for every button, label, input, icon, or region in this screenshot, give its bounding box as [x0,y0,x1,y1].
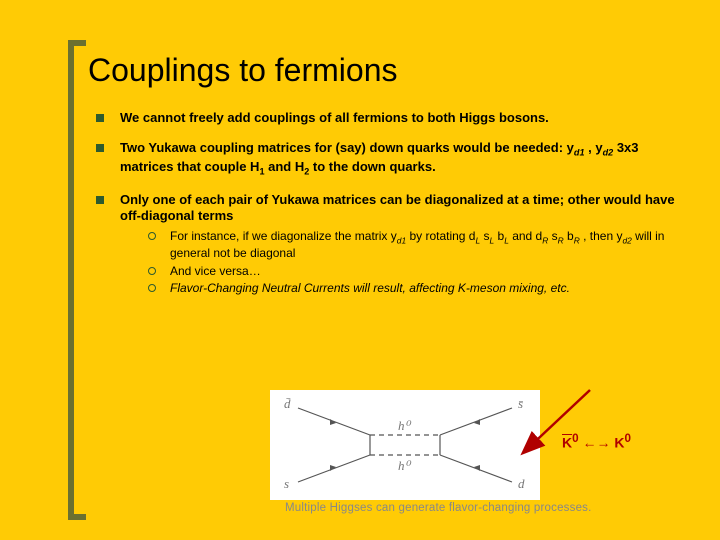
sub-text: And vice versa… [170,264,261,280]
text-fragment: For instance, if we diagonalize the matr… [170,229,397,243]
diagram-label-h0: h⁰ [398,418,412,433]
bullet-text: Two Yukawa coupling matrices for (say) d… [120,140,686,178]
diagram-label-dbar: d̄ [284,396,291,411]
text-fragment: b [494,229,504,243]
sub-item: And vice versa… [148,264,686,280]
bullet-square-icon [96,196,104,204]
k-bar: K [562,435,572,451]
k: K [614,435,624,451]
bullet-item: We cannot freely add couplings of all fe… [96,110,686,126]
arrows-text: ←→ [579,435,615,451]
text-fragment: to the down quarks. [309,159,435,174]
text-fragment: and d [509,229,542,243]
text-fragment: s [548,229,557,243]
bracket-bottom [68,514,86,520]
page-title: Couplings to fermions [88,52,397,89]
sub-text: For instance, if we diagonalize the matr… [170,229,686,262]
text-fragment: and H [265,159,305,174]
diagram-svg: d̄ s s̄ d h⁰ h⁰ [270,390,540,500]
bullet-circle-icon [148,267,156,275]
text-fragment: , then y [580,229,623,243]
text-fragment: , y [585,140,603,155]
subscript: d2 [603,148,614,158]
subscript: d2 [622,235,631,245]
title-bracket [68,40,86,520]
bullet-square-icon [96,114,104,122]
feynman-diagram: d̄ s s̄ d h⁰ h⁰ [270,390,540,500]
text-fragment: Only one of each pair of Yukawa matrices… [120,192,675,223]
text-fragment: by rotating d [406,229,475,243]
text-fragment: Two Yukawa coupling matrices for (say) d… [120,140,574,155]
superscript: 0 [625,432,631,445]
text-fragment: Flavor-Changing Neutral Currents will re… [170,281,570,295]
sub-text: Flavor-Changing Neutral Currents will re… [170,281,570,297]
bracket-vertical [68,40,74,520]
diagram-label-d: d [518,476,525,491]
diagram-label-s: s [284,476,289,491]
diagram-label-h0: h⁰ [398,458,412,473]
subscript: d1 [397,235,406,245]
bullet-text: We cannot freely add couplings of all fe… [120,110,549,126]
sub-item: For instance, if we diagonalize the matr… [148,229,686,262]
bullet-circle-icon [148,284,156,292]
sub-item: Flavor-Changing Neutral Currents will re… [148,281,686,297]
content-area: We cannot freely add couplings of all fe… [96,110,686,303]
bullet-square-icon [96,144,104,152]
bullet-circle-icon [148,232,156,240]
bullet-item: Only one of each pair of Yukawa matrices… [96,192,686,299]
diagram-caption: Multiple Higgses can generate flavor-cha… [285,502,592,514]
diagram-label-sbar: s̄ [518,396,524,411]
subscript: d1 [574,148,585,158]
sub-list: For instance, if we diagonalize the matr… [148,229,686,297]
kaon-mixing-label: K0 ←→ K0 [562,432,631,451]
text-fragment: s [480,229,489,243]
text-fragment: b [564,229,574,243]
bracket-top [68,40,86,46]
bullet-text: Only one of each pair of Yukawa matrices… [120,192,686,299]
bullet-item: Two Yukawa coupling matrices for (say) d… [96,140,686,178]
